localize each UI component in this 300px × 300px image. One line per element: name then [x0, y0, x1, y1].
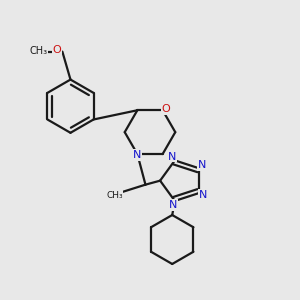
Text: CH₃: CH₃: [29, 46, 47, 56]
Text: N: N: [198, 160, 207, 170]
Text: N: N: [133, 150, 141, 160]
Text: O: O: [161, 103, 170, 114]
Text: O: O: [53, 45, 62, 55]
Text: N: N: [169, 200, 177, 210]
Text: N: N: [168, 152, 176, 161]
Text: N: N: [199, 190, 207, 200]
Text: CH₃: CH₃: [106, 191, 123, 200]
